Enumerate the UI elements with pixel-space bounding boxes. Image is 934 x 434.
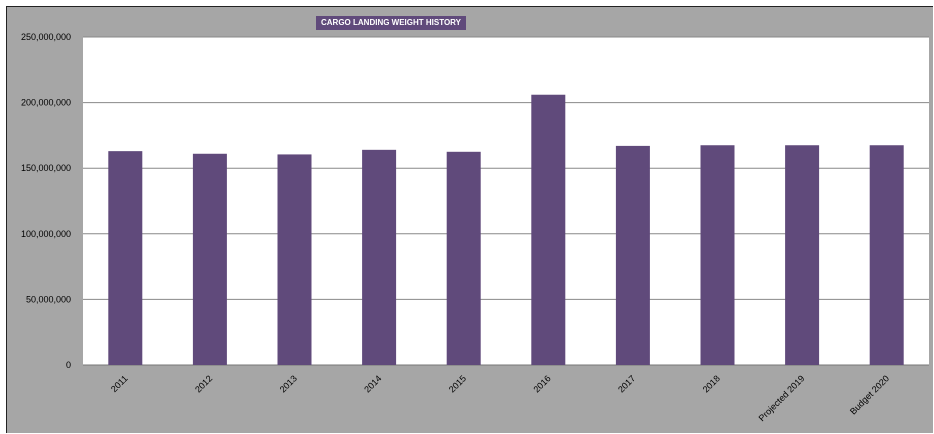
cargo-chart: 0 50,000,000 100,000,000 150,000,000 200,000… xyxy=(7,7,933,433)
y-tick-label: 250,000,000 xyxy=(21,32,71,42)
bar xyxy=(701,145,735,365)
y-tick-label: 200,000,000 xyxy=(21,98,71,108)
x-tick-label: 2013 xyxy=(278,373,299,394)
y-tick-label: 50,000,000 xyxy=(26,294,71,304)
bar xyxy=(870,145,904,365)
x-tick-label: 2011 xyxy=(109,373,130,394)
x-tick-label: 2016 xyxy=(531,373,552,394)
bar xyxy=(616,146,650,365)
x-tick-label: Projected 2019 xyxy=(757,373,807,423)
y-axis: 0 50,000,000 100,000,000 150,000,000 200,000… xyxy=(21,32,71,370)
x-axis: 2011 2012 2013 2014 2015 2016 2017 2018 Projecte… xyxy=(109,373,891,423)
bar xyxy=(108,151,142,365)
x-tick-label: 2018 xyxy=(701,373,722,394)
x-tick-label: Budget 2020 xyxy=(848,373,891,416)
x-tick-label: 2012 xyxy=(193,373,214,394)
bar xyxy=(193,154,227,365)
y-tick-label: 100,000,000 xyxy=(21,229,71,239)
y-tick-label: 150,000,000 xyxy=(21,163,71,173)
bar xyxy=(785,145,819,365)
bar xyxy=(278,154,312,365)
chart-title: CARGO LANDING WEIGHT HISTORY xyxy=(316,16,466,30)
x-tick-label: 2015 xyxy=(447,373,468,394)
bar xyxy=(531,95,565,365)
x-tick-label: 2014 xyxy=(362,373,383,394)
y-tick-label: 0 xyxy=(66,360,71,370)
x-tick-label: 2017 xyxy=(616,373,637,394)
chart-frame: 0 50,000,000 100,000,000 150,000,000 200,000… xyxy=(6,6,933,433)
bar xyxy=(362,150,396,365)
bar xyxy=(447,152,481,365)
